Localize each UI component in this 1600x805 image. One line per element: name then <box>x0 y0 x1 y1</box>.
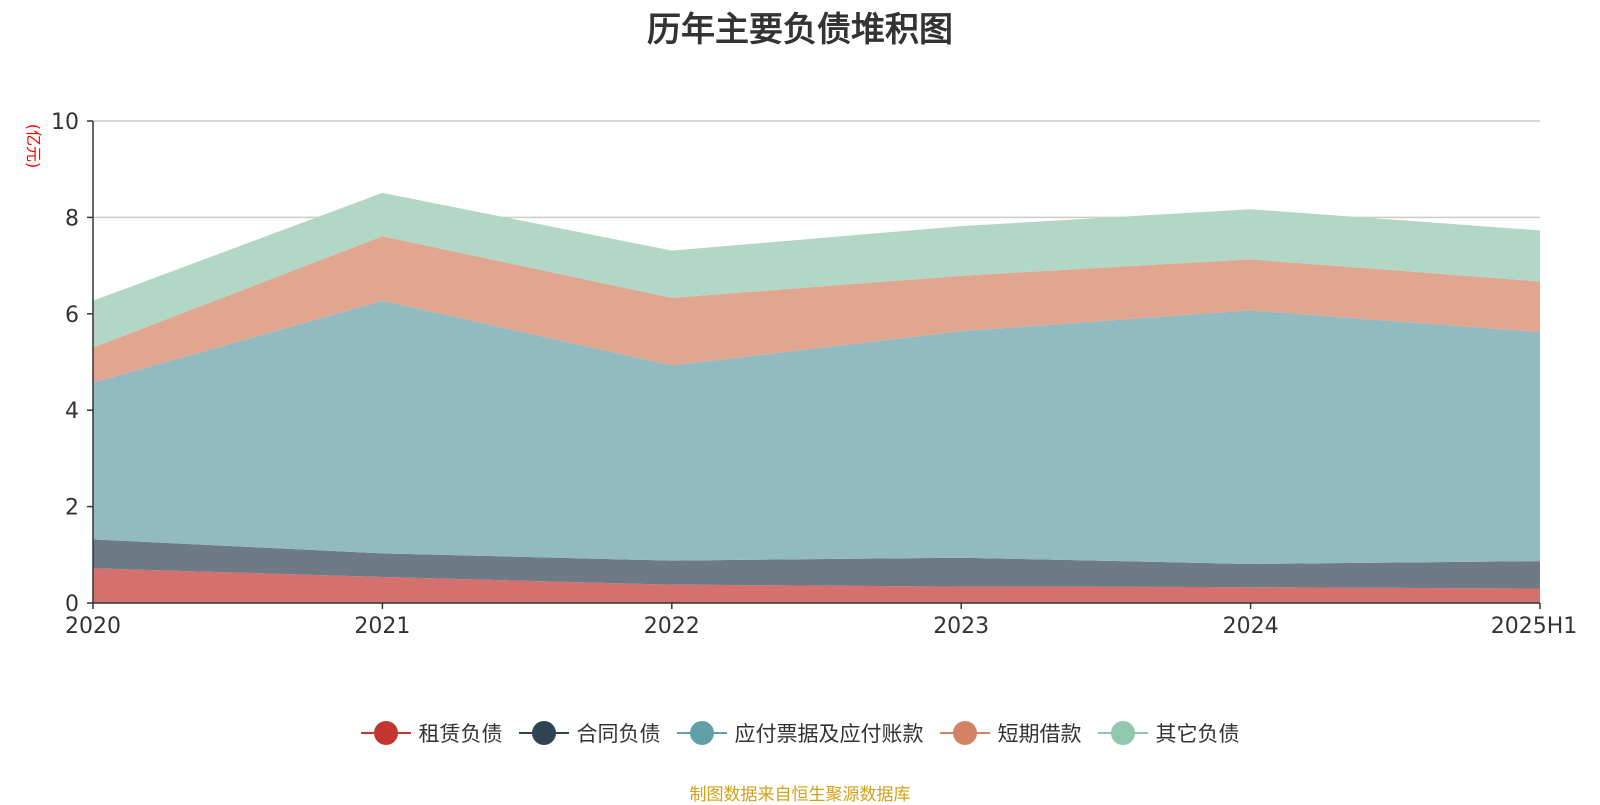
legend-item-4[interactable]: 短期借款 <box>939 718 1082 748</box>
legend-marker-dot <box>689 721 714 745</box>
x-tick-label: 2022 <box>644 614 700 639</box>
legend: 租赁负债 合同负债 应付票据及应付账款 短期借款 其它负债 <box>0 718 1600 748</box>
area-series <box>93 192 1540 603</box>
x-tick-label: 2024 <box>1223 614 1279 639</box>
legend-marker-dot <box>952 721 977 745</box>
y-tick-label: 8 <box>65 206 79 231</box>
legend-label: 租赁负债 <box>418 722 503 746</box>
y-tick-label: 10 <box>51 110 79 135</box>
y-tick-label: 0 <box>65 592 79 617</box>
source-note: 制图数据来自恒生聚源数据库 <box>689 785 911 805</box>
y-tick-label: 4 <box>65 399 79 424</box>
chart-title: 历年主要负债堆积图 <box>647 10 953 50</box>
legend-marker-icon <box>360 720 411 746</box>
y-axis-unit-label: (亿元) <box>24 124 43 169</box>
y-tick-label: 6 <box>65 303 79 328</box>
legend-marker-dot <box>373 721 398 745</box>
legend-label: 应付票据及应付账款 <box>734 722 924 746</box>
legend-item-1[interactable]: 租赁负债 <box>360 718 503 748</box>
area-series-3 <box>93 300 1540 564</box>
x-tick-label: 2025H1 <box>1491 614 1578 639</box>
area-series-4 <box>93 236 1540 383</box>
x-tick-label: 2021 <box>354 614 410 639</box>
legend-marker-icon <box>1097 720 1148 746</box>
axes: 0 2 4 6 8 10 2020 2021 2022 2023 2024 2025H1 <box>51 110 1577 639</box>
legend-marker-dot <box>531 721 556 745</box>
legend-marker-icon <box>939 720 990 746</box>
legend-marker-icon <box>518 720 569 746</box>
legend-item-5[interactable]: 其它负债 <box>1097 718 1240 748</box>
legend-marker-dot <box>1110 721 1135 745</box>
legend-label: 合同负债 <box>576 722 661 746</box>
legend-label: 短期借款 <box>997 722 1082 746</box>
y-tick-label: 2 <box>65 496 79 521</box>
legend-item-2[interactable]: 合同负债 <box>518 718 661 748</box>
x-tick-label: 2020 <box>65 614 121 639</box>
area-series-2 <box>93 539 1540 589</box>
legend-item-3[interactable]: 应付票据及应付账款 <box>676 718 924 748</box>
area-series-5 <box>93 192 1540 348</box>
legend-marker-icon <box>676 720 727 746</box>
x-tick-label: 2023 <box>933 614 989 639</box>
legend-label: 其它负债 <box>1155 722 1240 746</box>
